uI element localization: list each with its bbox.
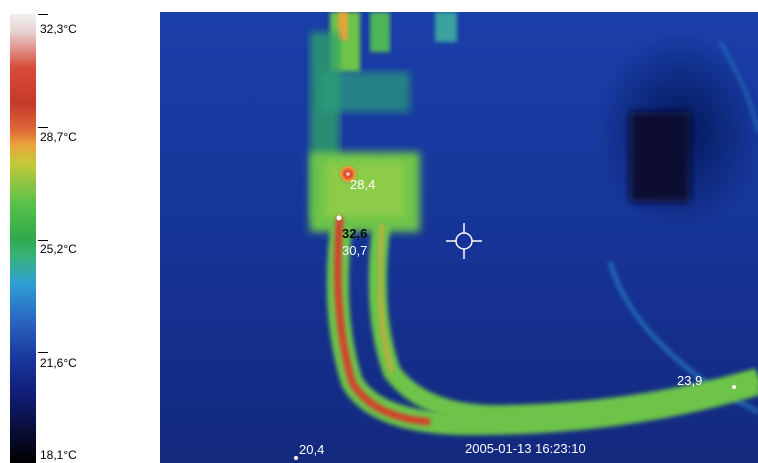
dark-block — [630, 112, 690, 202]
scale-label-min: 18,1°C — [40, 448, 77, 462]
spot-temp-label: 23,9 — [677, 373, 703, 388]
spot-marker — [294, 456, 298, 460]
temperature-scale-bar — [10, 14, 36, 463]
scale-label-2: 28,7°C — [40, 130, 77, 144]
spot-temp-label: 20,4 — [299, 442, 325, 457]
scale-tick — [38, 14, 48, 15]
thermal-scene — [294, 12, 758, 460]
spot-marker — [732, 385, 736, 389]
timestamp: 2005-01-13 16:23:10 — [465, 441, 586, 456]
scale-label-3: 25,2°C — [40, 242, 77, 256]
scale-tick — [38, 127, 48, 128]
thermal-image: 28,4 32,6 30,7 23,9 20,4 2005-01-13 16:2… — [160, 12, 758, 463]
spot-temp-label: 30,7 — [342, 243, 368, 258]
scale-tick — [38, 352, 48, 353]
spot-temp-label: 28,4 — [350, 177, 376, 192]
crosshair-icon — [446, 223, 482, 259]
spot-temp-label: 32,6 — [342, 226, 368, 241]
scale-label-4: 21,6°C — [40, 356, 77, 370]
scale-label-max: 32,3°C — [40, 22, 77, 36]
scale-tick — [38, 240, 48, 241]
spot-marker — [336, 215, 342, 221]
